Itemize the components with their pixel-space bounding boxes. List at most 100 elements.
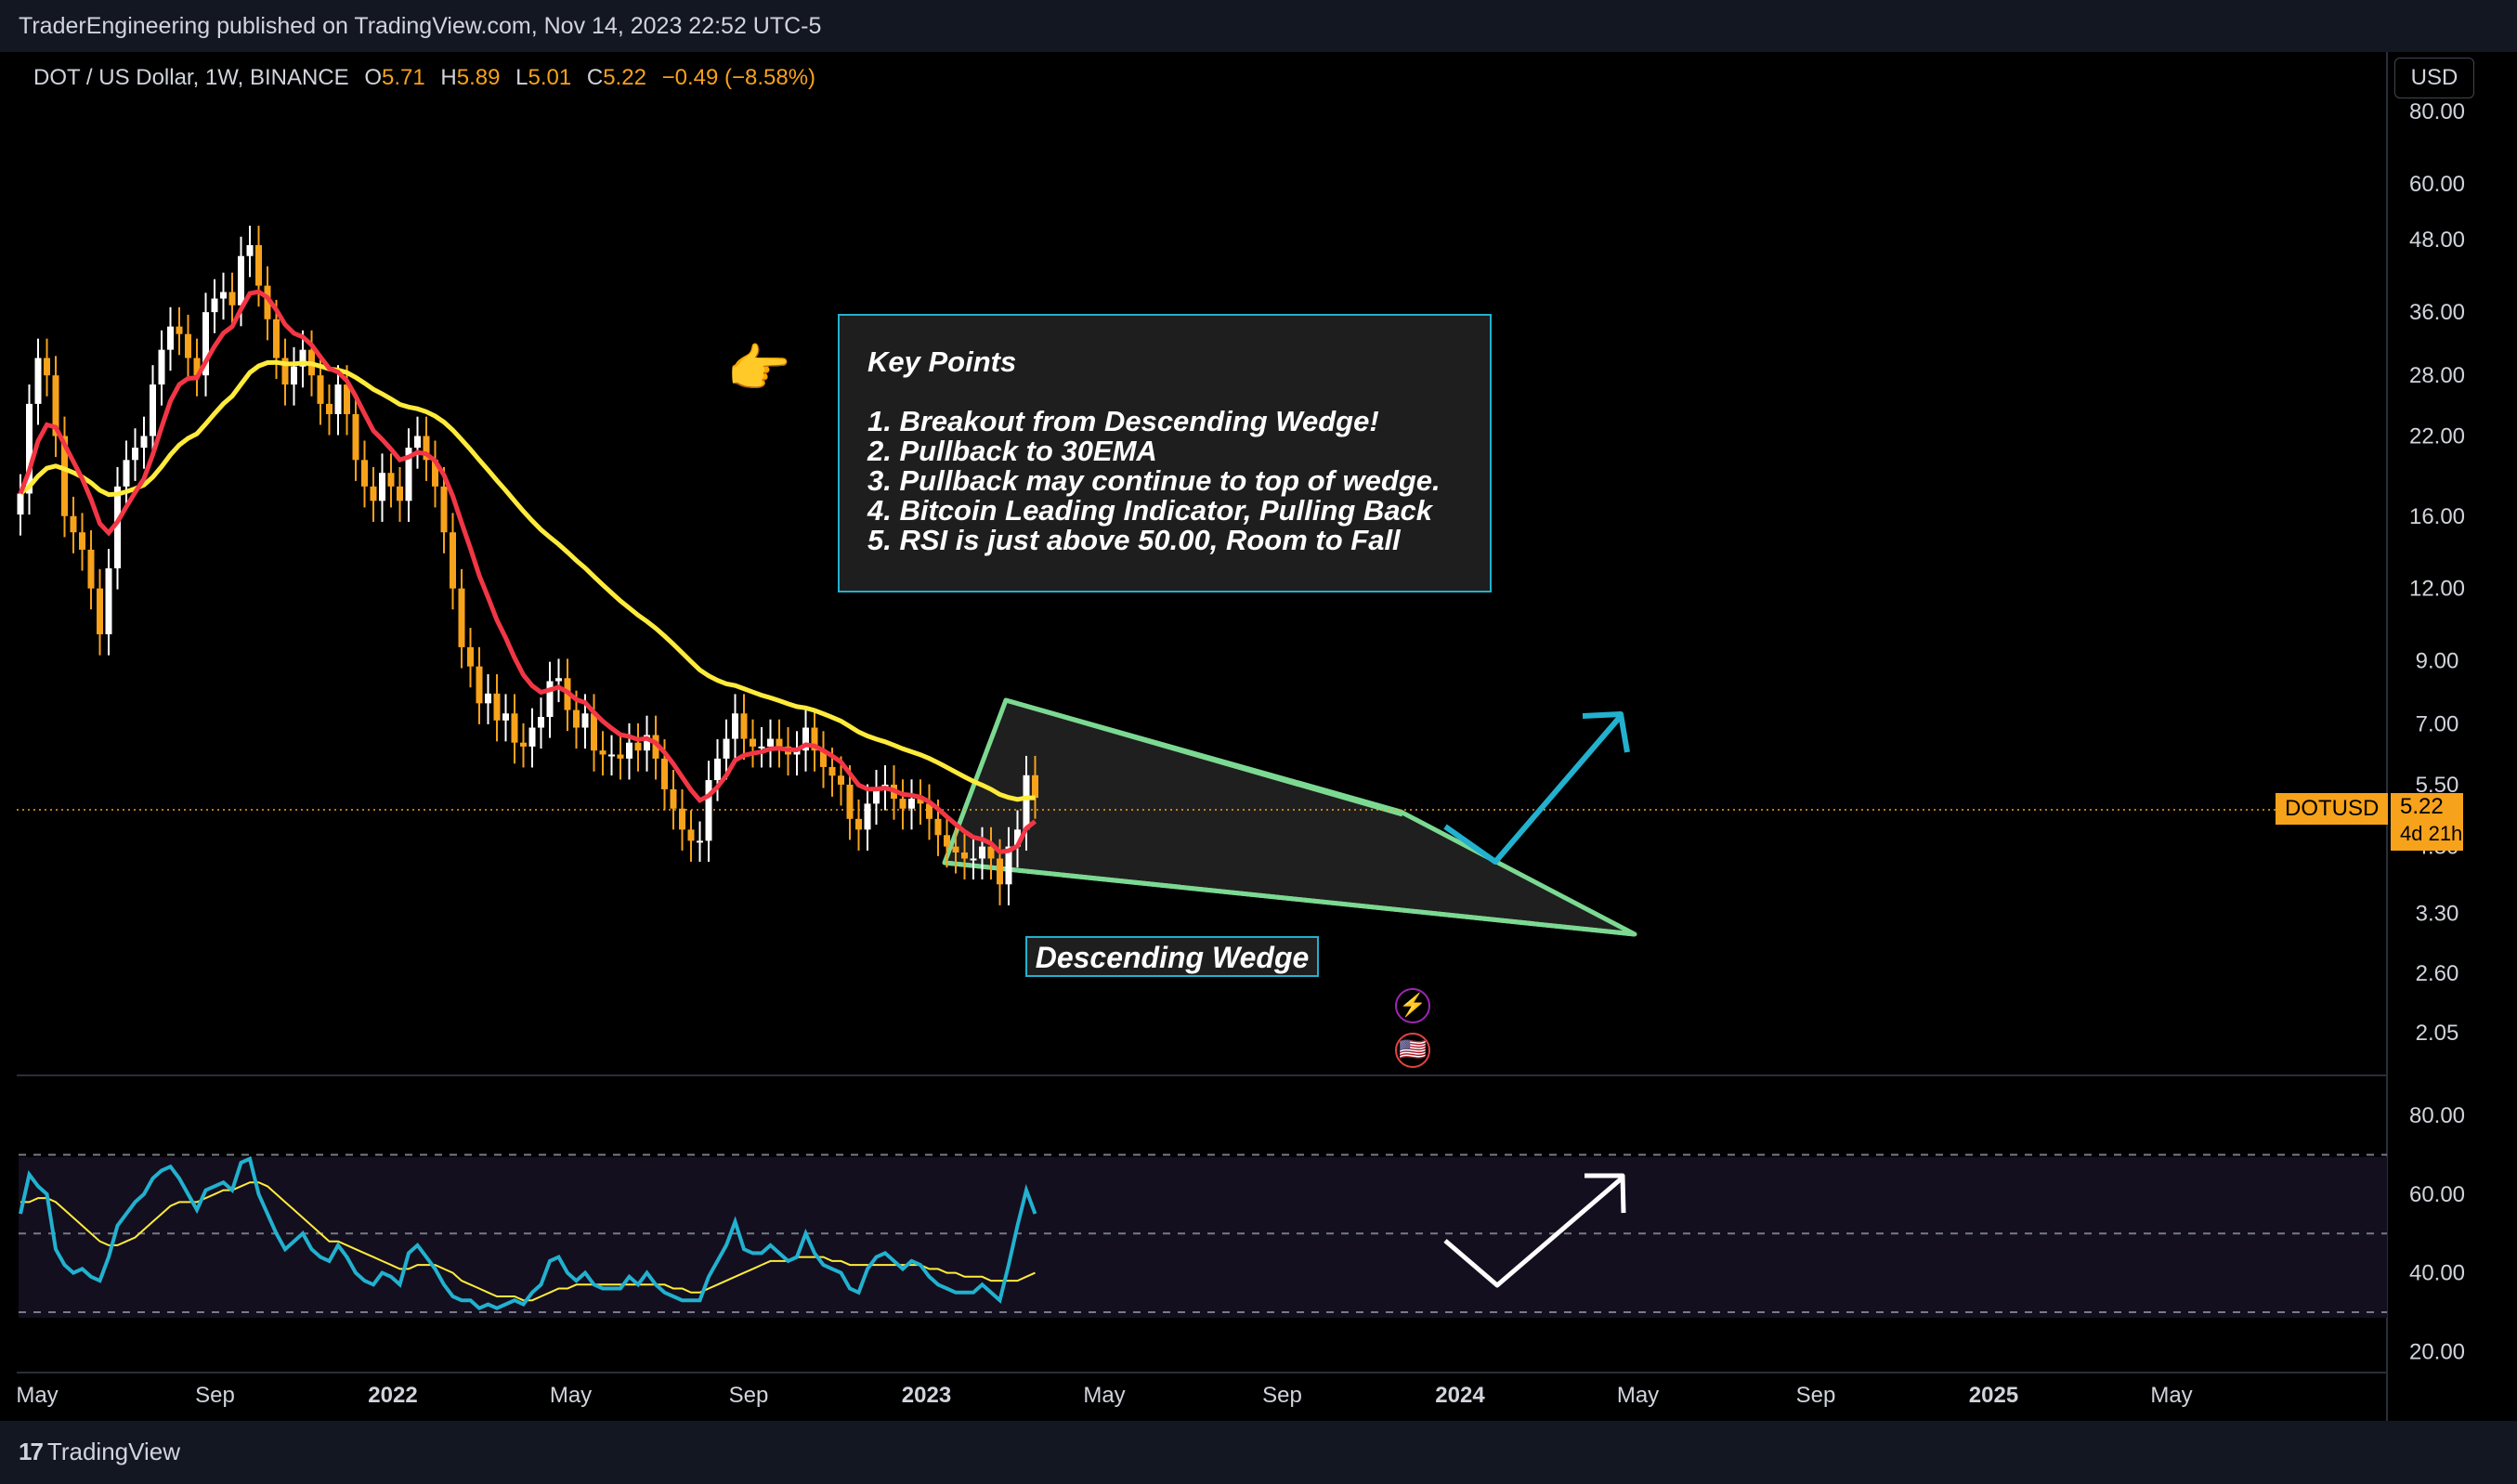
time-axis-tick: Sep — [1262, 1383, 1302, 1408]
price-axis-tick: 60.00 — [2409, 172, 2465, 197]
price-axis-tick: 2.60 — [2416, 961, 2459, 986]
candle-body — [952, 846, 959, 853]
candle-body — [697, 840, 703, 843]
candle-body — [670, 788, 677, 809]
key-points-title: Key Points — [867, 345, 1017, 378]
candle-body — [79, 532, 85, 550]
candle-body — [467, 646, 474, 667]
candle-body — [193, 358, 201, 376]
candle-body — [979, 846, 985, 859]
candle-body — [291, 366, 297, 385]
candle-body — [820, 750, 827, 767]
candle-body — [432, 460, 438, 487]
candle-body — [573, 709, 580, 728]
candle-body — [334, 384, 342, 414]
candle-body — [202, 312, 209, 376]
rsi-band-background — [19, 1157, 2387, 1318]
rsi-axis-tick: 20.00 — [2409, 1339, 2465, 1364]
change-value: −0.49 (−8.58%) — [661, 65, 816, 90]
candle-body — [997, 858, 1003, 885]
candle-body — [608, 754, 615, 757]
candle-body — [828, 766, 836, 776]
time-axis-tick: 2025 — [1969, 1383, 2018, 1408]
rsi-axis-tick: 60.00 — [2409, 1182, 2465, 1207]
candle-body — [34, 358, 42, 404]
time-axis-tick: 2022 — [368, 1383, 417, 1408]
candle-body — [581, 713, 589, 728]
wedge-upper-line — [1005, 697, 1403, 817]
candle-body — [617, 754, 624, 759]
candle-body — [961, 852, 968, 859]
tradingview-brand[interactable]: 17 TradingView — [19, 1438, 180, 1466]
candle-body — [273, 319, 280, 358]
candle-body — [528, 727, 536, 747]
key-points-note[interactable]: Key Points 1. Breakout from Descending W… — [838, 314, 1492, 592]
candle-body — [379, 473, 385, 501]
candle-body — [344, 384, 350, 414]
candle-body — [105, 567, 112, 635]
candle-body — [87, 549, 95, 589]
price-axis-tick: 80.00 — [2409, 99, 2465, 124]
descending-wedge-label[interactable]: Descending Wedge — [1025, 936, 1319, 977]
candle-body — [97, 588, 103, 635]
candle-body — [26, 403, 33, 494]
candle-body — [970, 858, 977, 861]
candle-body — [423, 436, 430, 461]
price-axis-tick: 2.05 — [2416, 1021, 2459, 1046]
candle-body — [1023, 775, 1030, 830]
last-price-box: 5.22 4d 21h — [2391, 793, 2463, 851]
candle-body — [502, 713, 509, 721]
candle-body — [1005, 846, 1012, 885]
candle-body — [326, 403, 333, 414]
candle-body — [776, 738, 783, 747]
low-label: L — [515, 65, 528, 90]
candle-body — [926, 803, 932, 819]
us-flag-event-icon[interactable]: 🇺🇸 — [1395, 1033, 1430, 1068]
price-axis-tick: 28.00 — [2409, 363, 2465, 388]
candle-body — [458, 588, 465, 647]
currency-button[interactable]: USD — [2394, 58, 2474, 98]
high-value: 5.89 — [456, 65, 501, 90]
price-axis-tick: 48.00 — [2409, 228, 2465, 253]
price-axis-tick: 3.30 — [2416, 901, 2459, 926]
price-axis-tick: 12.00 — [2409, 577, 2465, 602]
candle-body — [158, 349, 165, 385]
ema-slow-line — [19, 359, 1036, 802]
key-point-3: 3. Pullback may continue to top of wedge… — [867, 464, 1441, 497]
time-axis-tick: May — [2150, 1383, 2192, 1408]
brand-name: TradingView — [46, 1438, 180, 1465]
candle-body — [944, 835, 950, 847]
candle-body — [855, 818, 862, 830]
symbol-legend: DOT / US Dollar, 1W, BINANCE O5.71 H5.89… — [33, 65, 815, 91]
time-axis-tick: Sep — [1796, 1383, 1836, 1408]
close-label: C — [586, 65, 604, 90]
projection-arrow-price — [1443, 714, 1624, 865]
candle-body — [899, 799, 906, 809]
candle-body — [317, 375, 324, 404]
low-value: 5.01 — [528, 65, 572, 90]
candle-body — [450, 532, 456, 589]
candle-body — [255, 244, 262, 286]
candle-body — [811, 727, 818, 751]
candle-body — [864, 803, 871, 830]
time-axis-tick: 2023 — [902, 1383, 951, 1408]
candle-body — [802, 727, 809, 751]
time-axis-tick: May — [16, 1383, 58, 1408]
time-axis-tick: 2024 — [1435, 1383, 1485, 1408]
candle-body — [264, 285, 271, 319]
last-price-ticker-tag: DOTUSD — [2276, 793, 2389, 825]
candle-body — [123, 460, 130, 487]
candle-body — [750, 738, 756, 747]
candle-body — [476, 666, 483, 704]
candle-body — [370, 486, 377, 501]
footer-bar — [0, 1421, 2517, 1484]
time-axis-tick: May — [550, 1383, 592, 1408]
candle-body — [758, 746, 765, 749]
candle-body — [70, 515, 77, 533]
candle-body — [17, 493, 24, 515]
price-axis-tick: 9.00 — [2416, 649, 2459, 674]
time-axis-tick: Sep — [729, 1383, 769, 1408]
bolt-event-icon[interactable]: ⚡ — [1395, 988, 1430, 1023]
candle-body — [405, 448, 412, 501]
